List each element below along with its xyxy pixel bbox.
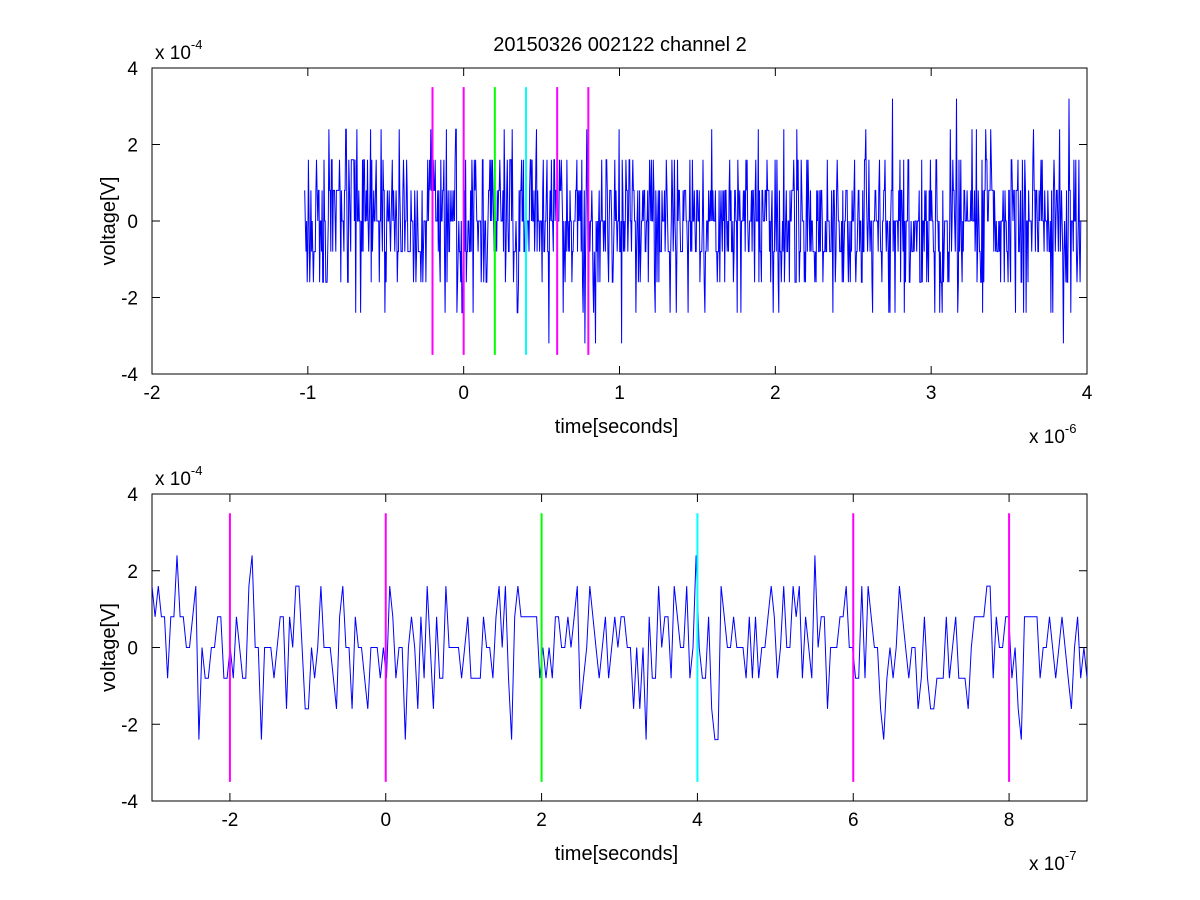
x-multiplier-base: x 10 <box>1029 854 1065 875</box>
x-multiplier: x 10-7 <box>1029 848 1076 875</box>
y-tick-label: 4 <box>127 59 138 80</box>
x-tick-label: -2 <box>221 810 238 831</box>
bottom-plot: -2 0 2 4 6 8 -4 -2 0 2 4 time[seconds] voltage[V] x 1… <box>98 463 1088 875</box>
x-tick-label: -1 <box>299 383 316 404</box>
x-tick-label: 0 <box>458 383 469 404</box>
x-tick-label: 8 <box>1004 810 1015 831</box>
x-tick-label: 6 <box>848 810 859 831</box>
y-tick-label: -4 <box>121 792 138 813</box>
y-multiplier-exp: -4 <box>191 37 203 52</box>
signal-series <box>304 98 1082 344</box>
y-tick-label: 2 <box>127 136 138 157</box>
x-axis-label: time[seconds] <box>555 416 678 438</box>
x-multiplier-exp: -6 <box>1065 421 1077 436</box>
x-multiplier-exp: -7 <box>1065 848 1077 863</box>
y-tick-label: 4 <box>127 485 138 506</box>
x-multiplier: x 10-6 <box>1029 421 1076 448</box>
x-tick-label: 1 <box>614 383 625 404</box>
y-tick-label: -4 <box>121 365 138 386</box>
y-multiplier-base: x 10 <box>155 469 191 490</box>
x-tick-label: -2 <box>144 383 161 404</box>
y-tick-label: -2 <box>121 715 138 736</box>
x-multiplier-base: x 10 <box>1029 427 1065 448</box>
y-multiplier: x 10-4 <box>155 37 202 64</box>
x-tick-label: 4 <box>1082 383 1093 404</box>
x-tick-label: 3 <box>926 383 937 404</box>
x-tick-label: 2 <box>770 383 781 404</box>
x-axis-label: time[seconds] <box>555 843 678 865</box>
x-tick-label: 4 <box>692 810 703 831</box>
x-tick-label: 0 <box>380 810 391 831</box>
y-multiplier-base: x 10 <box>155 43 191 64</box>
y-tick-label: 0 <box>127 639 138 660</box>
signal-series <box>152 555 1087 741</box>
y-axis-label: voltage[V] <box>98 177 120 266</box>
y-tick-label: 0 <box>127 212 138 233</box>
y-tick-label: -2 <box>121 289 138 310</box>
y-multiplier: x 10-4 <box>155 463 202 490</box>
y-multiplier-exp: -4 <box>191 463 203 478</box>
y-axis-label: voltage[V] <box>98 603 120 692</box>
x-tick-label: 2 <box>536 810 547 831</box>
figure-title: 20150326 002122 channel 2 <box>493 34 747 56</box>
top-plot: -2 -1 0 1 2 3 4 -4 -2 0 2 4 time[seconds] voltage[V] x… <box>98 37 1093 448</box>
y-tick-label: 2 <box>127 562 138 583</box>
